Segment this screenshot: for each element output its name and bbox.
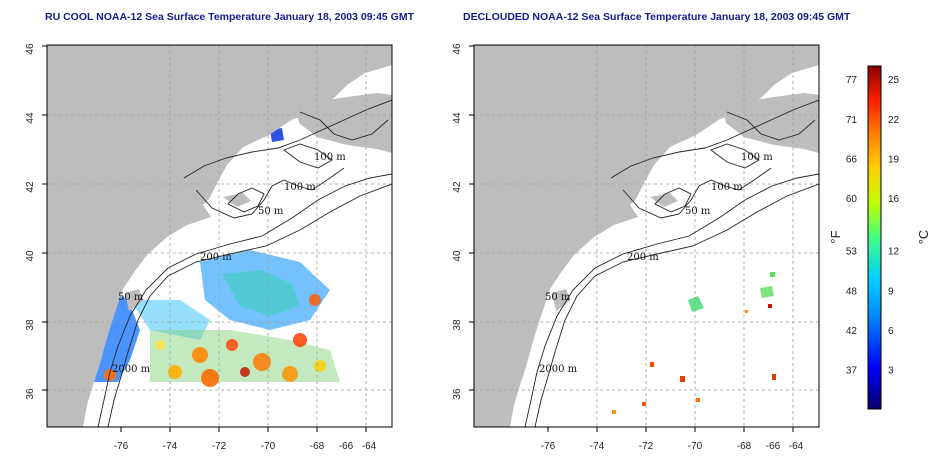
right-bathymetry-contours [524,99,819,427]
colorbar-fahrenheit-tick-label: 48 [846,286,858,297]
colorbar-celsius-tick-label: 12 [888,247,900,258]
left-lat-tick-label: 44 [25,112,36,124]
colorbar-fahrenheit-tick-label: 66 [846,154,858,165]
colorbar-fahrenheit-tick-label: 71 [846,115,858,126]
axis-tick-labels: -76 -74 -72 -70 -68 -66 -64 -76 -74 -72 … [25,43,804,452]
right-contour-label-2000m: 2000 m [539,364,578,375]
left-lat-tick-label: 46 [25,43,36,55]
left-lon-tick-label: -66 [339,441,354,452]
left-lon-tick-label: -68 [310,441,325,452]
right-contour-labels: 100 m 100 m 50 m 200 m 50 m 2000 m [539,152,773,375]
right-lat-tick-label: 36 [452,388,463,400]
temperature-colorbar: 25 77 22 71 19 66 16 60 12 53 9 48 6 42 3 37 °F °C [828,65,931,410]
left-map-panel: 100 m 100 m 50 m 200 m 50 m 2000 m [46,44,393,428]
left-contour-label-200m: 200 m [200,252,232,263]
right-contour-label-200m: 200 m [627,252,659,263]
right-lon-tick-label: -70 [688,441,703,452]
right-lat-tick-label: 44 [452,112,463,124]
colorbar-celsius-tick-label: 19 [888,154,900,165]
left-contour-labels: 100 m 100 m 50 m 200 m 50 m 2000 m [112,152,346,375]
left-map-title: RU COOL NOAA-12 Sea Surface Temperature … [45,11,415,23]
right-map-title: DECLOUDED NOAA-12 Sea Surface Temperatur… [463,11,851,23]
right-lon-tick-label: -66 [766,441,781,452]
left-contour-label-50m-a: 50 m [258,206,284,217]
axis-tick-marks [42,45,794,432]
right-lat-tick-label: 46 [452,43,463,55]
colorbar-fahrenheit-tick-label: 77 [846,75,858,86]
colorbar-celsius-tick-label: 6 [888,326,894,337]
right-lon-tick-label: -74 [590,441,605,452]
colorbar-celsius-tick-label: 25 [888,75,900,86]
left-contour-label-100m-b: 100 m [284,182,316,193]
colorbar-fahrenheit-tick-label: 42 [846,326,858,337]
colorbar-ticks: 25 77 22 71 19 66 16 60 12 53 9 48 6 42 3 37 [846,75,900,376]
colorbar-celsius-tick-label: 16 [888,194,900,205]
left-lon-tick-label: -76 [114,441,129,452]
left-bathymetry-contours [97,99,392,427]
left-lon-tick-label: -64 [362,441,377,452]
left-contour-label-100m-a: 100 m [314,152,346,163]
colorbar-celsius-tick-label: 22 [888,115,900,126]
colorbar-gradient [867,65,882,410]
colorbar-celsius-tick-label: 9 [888,286,894,297]
right-map-panel: 100 m 100 m 50 m 200 m 50 m 2000 m [473,44,820,428]
left-lon-tick-label: -74 [163,441,178,452]
right-lat-tick-label: 38 [452,319,463,331]
right-contour-label-50m-b: 50 m [545,292,571,303]
left-contour-label-50m-b: 50 m [118,292,144,303]
left-lat-tick-label: 40 [25,250,36,262]
right-contour-label-100m-b: 100 m [711,182,743,193]
left-grid [47,45,392,427]
left-lon-tick-label: -70 [261,441,276,452]
colorbar-fahrenheit-tick-label: 53 [846,247,858,258]
left-contour-label-2000m: 2000 m [112,364,151,375]
fahrenheit-unit-label: °F [828,230,843,243]
colorbar-fahrenheit-tick-label: 37 [846,365,858,376]
right-contour-label-100m-a: 100 m [741,152,773,163]
right-lat-tick-label: 42 [452,181,463,193]
right-lon-tick-label: -68 [737,441,752,452]
left-lat-tick-label: 38 [25,319,36,331]
right-contour-label-50m-a: 50 m [685,206,711,217]
colorbar-celsius-tick-label: 3 [888,365,894,376]
right-lon-tick-label: -64 [789,441,804,452]
right-lat-tick-label: 40 [452,250,463,262]
right-lon-tick-label: -76 [541,441,556,452]
right-lon-tick-label: -72 [639,441,654,452]
celsius-unit-label: °C [916,230,931,245]
left-lat-tick-label: 42 [25,181,36,193]
left-lat-tick-label: 36 [25,388,36,400]
right-grid [474,45,819,427]
left-lon-tick-label: -72 [212,441,227,452]
colorbar-fahrenheit-tick-label: 60 [846,194,858,205]
